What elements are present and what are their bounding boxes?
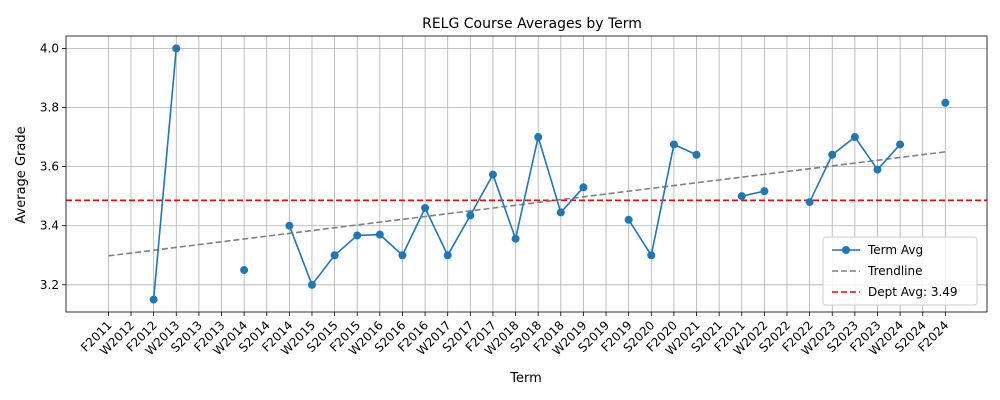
data-point <box>421 203 430 212</box>
data-point <box>624 215 633 224</box>
y-tick-label: 4.0 <box>40 41 59 55</box>
data-point <box>488 170 497 179</box>
data-point <box>375 230 384 239</box>
data-point <box>240 266 249 275</box>
data-point <box>330 251 339 260</box>
data-point <box>647 251 656 260</box>
data-point <box>285 221 294 230</box>
data-point <box>760 187 769 196</box>
y-tick-label: 3.4 <box>40 219 59 233</box>
x-axis-label: Term <box>509 371 542 386</box>
data-point <box>805 198 814 207</box>
y-axis: 3.2 3.4 3.6 3.8 4.0 <box>40 41 66 292</box>
data-point <box>896 140 905 149</box>
data-point <box>353 231 362 240</box>
data-point <box>398 251 407 260</box>
series-group <box>149 44 950 304</box>
data-point <box>534 133 543 142</box>
data-point <box>828 150 837 159</box>
data-point <box>511 234 520 243</box>
chart-title: RELG Course Averages by Term <box>422 16 642 32</box>
y-tick-label: 3.6 <box>40 160 59 174</box>
data-point <box>941 98 950 107</box>
data-point <box>466 211 475 220</box>
legend: Term Avg Trendline Dept Avg: 3.49 <box>822 236 978 306</box>
data-point <box>669 140 678 149</box>
y-axis-label: Average Grade <box>14 126 29 223</box>
data-point <box>149 295 158 304</box>
legend-label-term-avg: Term Avg <box>867 243 923 257</box>
y-tick-label: 3.8 <box>40 101 59 115</box>
data-point <box>556 208 565 217</box>
y-tick-label: 3.2 <box>40 278 59 292</box>
legend-marker-term-avg <box>842 246 850 254</box>
trendline-group <box>108 151 946 257</box>
data-point <box>737 192 746 201</box>
data-point <box>579 183 588 192</box>
legend-box <box>822 236 978 306</box>
legend-label-dept-avg: Dept Avg: 3.49 <box>868 285 958 299</box>
data-point <box>692 150 701 159</box>
plot-frame <box>65 35 988 313</box>
data-point <box>172 44 181 53</box>
x-axis: F2011W2012F2012W2013S2013F2013W2014S2014… <box>78 312 951 358</box>
trendline <box>108 151 946 257</box>
data-point <box>873 165 882 174</box>
legend-label-trendline: Trendline <box>867 264 923 278</box>
data-point <box>850 133 859 142</box>
data-point <box>307 280 316 289</box>
data-point <box>443 251 452 260</box>
